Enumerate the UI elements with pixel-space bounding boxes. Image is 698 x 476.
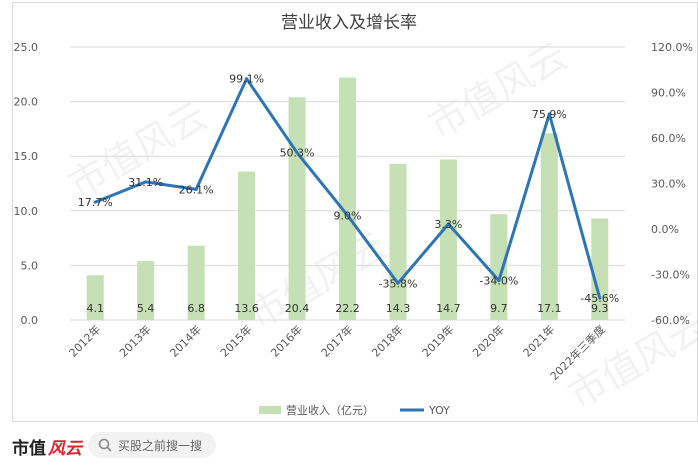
bar-data-label: 9.7 <box>490 302 508 315</box>
bar-data-label: 22.2 <box>335 302 360 315</box>
bar <box>187 245 205 320</box>
bar <box>490 214 508 320</box>
legend-label-line: YOY <box>428 404 450 417</box>
brand-bar: 市值 风云 买股之前搜一搜 <box>0 428 698 464</box>
yoy-point <box>295 151 299 155</box>
search-icon <box>98 438 112 452</box>
yoy-point <box>144 180 148 184</box>
x-tick-label: 2015年 <box>217 322 254 359</box>
yoy-point <box>245 77 249 81</box>
x-tick-label: 2021年 <box>520 322 557 359</box>
bar-data-label: 14.7 <box>436 302 461 315</box>
bar <box>288 97 306 321</box>
y-left-tick-label: 0.0 <box>21 314 39 327</box>
y-right-tick-label: -60.0% <box>651 314 690 327</box>
legend-label-bar: 营业收入（亿元） <box>286 403 374 417</box>
x-tick-label: 2014年 <box>167 322 204 359</box>
line-data-label: 9.0% <box>334 209 362 222</box>
bar-data-label: 4.1 <box>86 302 104 315</box>
x-tick-label: 2018年 <box>369 322 406 359</box>
x-tick-label: 2019年 <box>419 322 456 359</box>
bar <box>137 261 155 320</box>
bar <box>86 275 104 320</box>
x-tick-label: 2020年 <box>470 322 507 359</box>
bar <box>389 163 407 320</box>
yoy-point <box>346 213 349 217</box>
bar-data-label: 9.3 <box>591 302 609 315</box>
legend-swatch-bar <box>259 406 281 414</box>
bar <box>591 218 609 320</box>
line-data-label: 31.1% <box>128 176 163 189</box>
combo-chart: 0.0 5.0 10.0 15.0 20.0 25.0 -60.0% -30.0% 0.0% 30… <box>14 41 693 417</box>
yoy-point <box>446 222 450 226</box>
yoy-point <box>93 200 97 204</box>
y-right-tick-label: 30.0% <box>651 178 686 191</box>
line-data-label: 99.1% <box>229 73 264 86</box>
y-right-tick-label: -30.0% <box>651 269 690 282</box>
x-tick-label: 2012年 <box>66 322 103 359</box>
y-right-tick-label: 120.0% <box>651 41 693 54</box>
line-data-label: 75.9% <box>532 108 567 121</box>
yoy-point <box>396 281 400 285</box>
bar <box>339 77 356 321</box>
bar <box>439 159 457 320</box>
search-placeholder: 买股之前搜一搜 <box>118 439 203 453</box>
bar-data-label: 6.8 <box>187 302 205 315</box>
y-right-tick-label: 0.0% <box>651 223 679 236</box>
brand-logo: 市值 风云 <box>12 439 82 459</box>
bar <box>238 171 256 320</box>
y-left-tick-label: 25.0 <box>14 41 39 54</box>
bar-data-label: 20.4 <box>285 302 310 315</box>
chart-title: 营业收入及增长率 <box>281 13 417 33</box>
line-data-label: 50.3% <box>280 147 315 160</box>
x-tick-label: 2013年 <box>116 322 153 359</box>
line-data-label: -35.8% <box>378 277 417 290</box>
line-data-label: 3.3% <box>434 218 462 231</box>
bar-data-label: 14.3 <box>386 302 411 315</box>
y-left-tick-label: 20.0 <box>14 96 39 109</box>
x-tick-label: 2016年 <box>268 322 305 359</box>
y-left-tick-label: 15.0 <box>14 150 39 163</box>
line-data-label: -34.0% <box>479 275 518 288</box>
bar <box>540 133 558 320</box>
x-tick-label: 2017年 <box>318 322 355 359</box>
line-data-label: 26.1% <box>179 183 214 196</box>
bar-data-label: 17.1 <box>537 302 562 315</box>
yoy-point <box>497 279 501 283</box>
line-data-label: -45.6% <box>580 292 619 305</box>
y-left-tick-label: 10.0 <box>14 205 39 218</box>
y-right-tick-label: 60.0% <box>651 132 686 145</box>
bar-data-label: 13.6 <box>234 302 259 315</box>
line-data-label: 17.7% <box>78 196 113 209</box>
bar-data-label: 5.4 <box>137 302 155 315</box>
yoy-point <box>598 296 602 300</box>
y-left-tick-label: 5.0 <box>21 259 39 272</box>
yoy-point <box>547 112 551 116</box>
yoy-point <box>194 187 198 191</box>
search-box[interactable]: 买股之前搜一搜 <box>88 432 216 458</box>
y-right-tick-label: 90.0% <box>651 87 686 100</box>
